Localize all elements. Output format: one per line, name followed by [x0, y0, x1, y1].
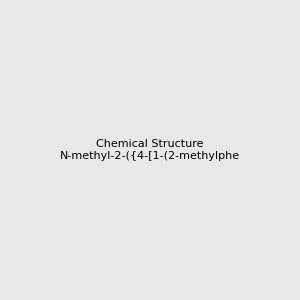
Text: Chemical Structure
N-methyl-2-({4-[1-(2-methylphe: Chemical Structure N-methyl-2-({4-[1-(2-… [60, 139, 240, 161]
